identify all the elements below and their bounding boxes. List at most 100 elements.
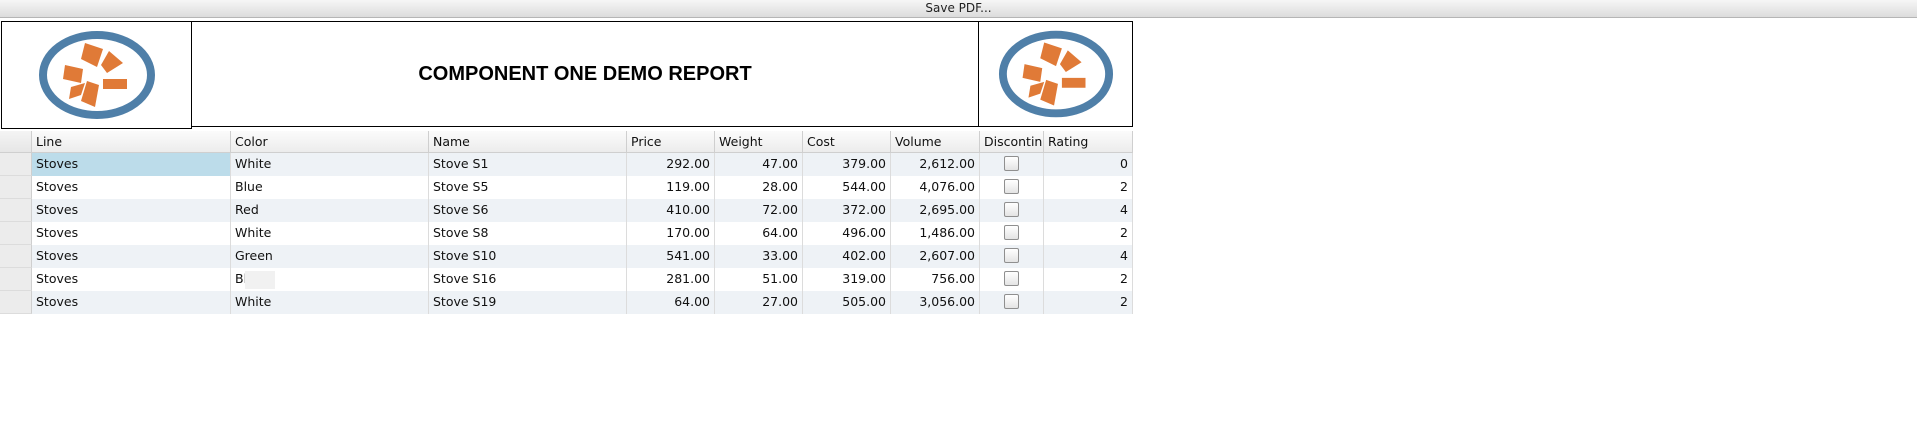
cell-price[interactable]: 292.00 [627, 153, 715, 176]
discontinued-checkbox[interactable] [1004, 225, 1019, 240]
cell-weight[interactable]: 72.00 [715, 199, 803, 222]
cell-price[interactable]: 281.00 [627, 268, 715, 291]
cell-cost[interactable]: 372.00 [803, 199, 891, 222]
cell-volume[interactable]: 756.00 [891, 268, 980, 291]
cell-cost[interactable]: 379.00 [803, 153, 891, 176]
cell-volume[interactable]: 1,486.00 [891, 222, 980, 245]
discontinued-checkbox[interactable] [1004, 202, 1019, 217]
discontinued-checkbox[interactable] [1004, 248, 1019, 263]
column-header-name[interactable]: Name [429, 131, 627, 152]
cell-line[interactable]: Stoves [32, 222, 231, 245]
column-header-color[interactable]: Color [231, 131, 429, 152]
column-header-cost[interactable]: Cost [803, 131, 891, 152]
discontinued-checkbox[interactable] [1004, 271, 1019, 286]
cell-line[interactable]: Stoves [32, 153, 231, 176]
row-header-corner[interactable] [0, 131, 32, 152]
row-header[interactable] [0, 153, 32, 176]
save-pdf-button[interactable]: Save PDF... [925, 1, 992, 15]
table-row[interactable]: Stoves White Stove S8 170.00 64.00 496.0… [0, 222, 1133, 245]
company-logo-icon [38, 31, 155, 119]
cell-color[interactable]: Red [231, 199, 429, 222]
table-row[interactable]: Stoves White Stove S1 292.00 47.00 379.0… [0, 153, 1133, 176]
cell-name[interactable]: Stove S1 [429, 153, 627, 176]
column-header-price[interactable]: Price [627, 131, 715, 152]
cell-rating[interactable]: 0 [1044, 153, 1133, 176]
cell-cost[interactable]: 496.00 [803, 222, 891, 245]
table-row[interactable]: Stoves Bl Stove S16 281.00 51.00 319.00 … [0, 268, 1133, 291]
table-row[interactable]: Stoves Red Stove S6 410.00 72.00 372.00 … [0, 199, 1133, 222]
cell-weight[interactable]: 47.00 [715, 153, 803, 176]
cell-cost[interactable]: 402.00 [803, 245, 891, 268]
discontinued-checkbox[interactable] [1004, 294, 1019, 309]
cell-name[interactable]: Stove S10 [429, 245, 627, 268]
data-grid[interactable]: Line Color Name Price Weight Cost Volume… [0, 131, 1133, 314]
cell-volume[interactable]: 4,076.00 [891, 176, 980, 199]
grid-header: Line Color Name Price Weight Cost Volume… [0, 131, 1133, 153]
column-header-line[interactable]: Line [32, 131, 231, 152]
column-header-discontinued[interactable]: Discontin [980, 131, 1044, 152]
column-header-volume[interactable]: Volume [891, 131, 980, 152]
cell-rating[interactable]: 2 [1044, 176, 1133, 199]
cell-discontinued[interactable] [980, 268, 1044, 291]
cell-name[interactable]: Stove S5 [429, 176, 627, 199]
cell-color[interactable]: White [231, 222, 429, 245]
cell-color[interactable]: Blue [231, 176, 429, 199]
discontinued-checkbox[interactable] [1004, 156, 1019, 171]
column-header-rating[interactable]: Rating [1044, 131, 1133, 152]
cell-name[interactable]: Stove S16 [429, 268, 627, 291]
cell-cost[interactable]: 505.00 [803, 291, 891, 314]
cell-discontinued[interactable] [980, 245, 1044, 268]
column-header-weight[interactable]: Weight [715, 131, 803, 152]
row-header[interactable] [0, 199, 32, 222]
table-row[interactable]: Stoves Blue Stove S5 119.00 28.00 544.00… [0, 176, 1133, 199]
cell-price[interactable]: 119.00 [627, 176, 715, 199]
cell-rating[interactable]: 2 [1044, 268, 1133, 291]
table-row[interactable]: Stoves Green Stove S10 541.00 33.00 402.… [0, 245, 1133, 268]
cell-rating[interactable]: 4 [1044, 245, 1133, 268]
row-header[interactable] [0, 268, 32, 291]
cell-price[interactable]: 410.00 [627, 199, 715, 222]
cell-color[interactable]: Green [231, 245, 429, 268]
row-header[interactable] [0, 176, 32, 199]
cell-price[interactable]: 541.00 [627, 245, 715, 268]
cell-weight[interactable]: 28.00 [715, 176, 803, 199]
row-header[interactable] [0, 291, 32, 314]
cell-color[interactable]: White [231, 153, 429, 176]
cell-weight[interactable]: 51.00 [715, 268, 803, 291]
row-header[interactable] [0, 245, 32, 268]
cell-discontinued[interactable] [980, 199, 1044, 222]
cell-line[interactable]: Stoves [32, 291, 231, 314]
cell-rating[interactable]: 2 [1044, 291, 1133, 314]
toolbar: Save PDF... [0, 0, 1917, 18]
cell-line[interactable]: Stoves [32, 268, 231, 291]
cell-volume[interactable]: 2,695.00 [891, 199, 980, 222]
cell-cost[interactable]: 319.00 [803, 268, 891, 291]
logo-right [978, 21, 1133, 127]
cell-weight[interactable]: 33.00 [715, 245, 803, 268]
cell-discontinued[interactable] [980, 222, 1044, 245]
cell-name[interactable]: Stove S19 [429, 291, 627, 314]
cell-color[interactable]: White [231, 291, 429, 314]
cell-volume[interactable]: 3,056.00 [891, 291, 980, 314]
cell-color[interactable]: Bl [231, 268, 429, 291]
cell-discontinued[interactable] [980, 153, 1044, 176]
cell-volume[interactable]: 2,607.00 [891, 245, 980, 268]
cell-price[interactable]: 64.00 [627, 291, 715, 314]
cell-name[interactable]: Stove S6 [429, 199, 627, 222]
table-row[interactable]: Stoves White Stove S19 64.00 27.00 505.0… [0, 291, 1133, 314]
discontinued-checkbox[interactable] [1004, 179, 1019, 194]
cell-line[interactable]: Stoves [32, 176, 231, 199]
cell-discontinued[interactable] [980, 291, 1044, 314]
cell-line[interactable]: Stoves [32, 245, 231, 268]
cell-weight[interactable]: 27.00 [715, 291, 803, 314]
cell-weight[interactable]: 64.00 [715, 222, 803, 245]
cell-discontinued[interactable] [980, 176, 1044, 199]
cell-rating[interactable]: 4 [1044, 199, 1133, 222]
cell-volume[interactable]: 2,612.00 [891, 153, 980, 176]
cell-price[interactable]: 170.00 [627, 222, 715, 245]
cell-line[interactable]: Stoves [32, 199, 231, 222]
row-header[interactable] [0, 222, 32, 245]
cell-rating[interactable]: 2 [1044, 222, 1133, 245]
cell-cost[interactable]: 544.00 [803, 176, 891, 199]
cell-name[interactable]: Stove S8 [429, 222, 627, 245]
